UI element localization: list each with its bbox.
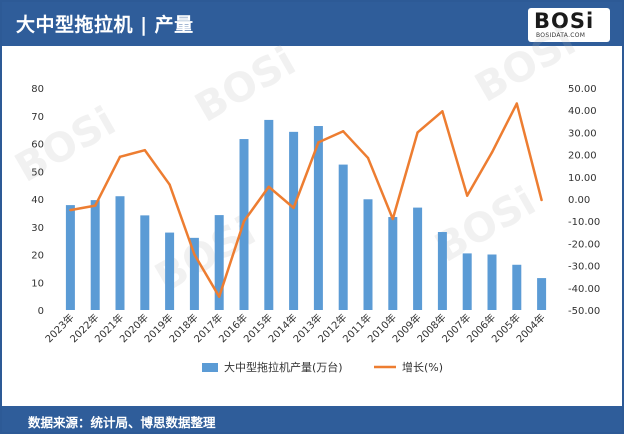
y-right-tick-label: -40.00 bbox=[568, 284, 600, 295]
bar bbox=[65, 205, 75, 310]
bar bbox=[512, 264, 522, 310]
growth-point bbox=[416, 131, 419, 134]
y-left-tick-label: 80 bbox=[31, 84, 44, 95]
page-title: 大中型拖拉机 | 产量 bbox=[16, 14, 194, 36]
y-right-tick-label: -30.00 bbox=[568, 262, 600, 273]
bar bbox=[437, 232, 447, 310]
y-right-tick-label: 30.00 bbox=[568, 128, 597, 139]
growth-point bbox=[193, 253, 196, 256]
legend-line-label: 增长(%) bbox=[402, 360, 443, 374]
growth-point bbox=[342, 130, 345, 133]
y-right-tick-label: 40.00 bbox=[568, 106, 597, 117]
bar bbox=[363, 199, 373, 310]
growth-point bbox=[94, 204, 97, 207]
growth-point bbox=[391, 217, 394, 221]
header-bar: 大中型拖拉机 | 产量 BOSi BOSIDATA.COM bbox=[2, 2, 622, 46]
growth-point bbox=[366, 156, 370, 160]
growth-point bbox=[466, 194, 469, 197]
legend-bar-swatch bbox=[202, 363, 218, 372]
y-right-tick-label: -10.00 bbox=[568, 217, 600, 228]
bar bbox=[289, 131, 299, 310]
y-right-tick-label: 0.00 bbox=[568, 195, 590, 206]
growth-line bbox=[70, 102, 543, 298]
legend-bar-label: 大中型拖拉机产量(万台) bbox=[224, 360, 343, 374]
growth-point bbox=[218, 295, 221, 298]
bar bbox=[140, 215, 150, 310]
growth-point bbox=[317, 141, 320, 144]
y-right-tick-label: -50.00 bbox=[568, 306, 600, 317]
data-source: 数据来源：统计局、博思数据整理 bbox=[28, 415, 216, 430]
growth-point bbox=[118, 155, 122, 159]
growth-point bbox=[168, 183, 171, 186]
y-left-tick-label: 40 bbox=[31, 195, 44, 206]
brand-logo: BOSi BOSIDATA.COM bbox=[528, 8, 610, 42]
bar bbox=[189, 237, 199, 310]
growth-point bbox=[490, 151, 494, 154]
bar bbox=[115, 196, 125, 310]
bar bbox=[413, 207, 423, 310]
y-left-tick-label: 30 bbox=[31, 223, 44, 234]
y-left-tick-label: 10 bbox=[31, 278, 44, 289]
growth-point bbox=[242, 220, 246, 223]
growth-point bbox=[441, 110, 444, 113]
logo-subtext: BOSIDATA.COM bbox=[536, 32, 586, 39]
bar bbox=[487, 254, 497, 310]
y-left-tick-label: 60 bbox=[31, 140, 44, 151]
bar bbox=[264, 119, 274, 310]
bar bbox=[388, 217, 398, 310]
y-right-tick-label: -20.00 bbox=[568, 239, 600, 250]
bar bbox=[338, 164, 348, 310]
growth-point bbox=[515, 102, 518, 105]
bar bbox=[165, 232, 175, 310]
growth-point bbox=[540, 198, 543, 202]
y-left-tick-label: 70 bbox=[31, 112, 44, 123]
y-left-tick-label: 0 bbox=[38, 306, 44, 317]
footer-bar: 数据来源：统计局、博思数据整理 bbox=[2, 406, 622, 432]
logo-wordmark: BOSi bbox=[534, 9, 595, 33]
bar bbox=[537, 278, 547, 310]
bar bbox=[214, 215, 224, 310]
growth-point bbox=[143, 148, 146, 152]
growth-point bbox=[267, 185, 270, 188]
y-left-tick-label: 50 bbox=[31, 167, 44, 178]
y-left-tick-label: 20 bbox=[31, 251, 44, 262]
y-right-tick-label: 20.00 bbox=[568, 151, 597, 162]
bar bbox=[313, 126, 323, 310]
chart-legend: 大中型拖拉机产量(万台) 增长(%) bbox=[202, 360, 443, 374]
growth-point bbox=[69, 208, 72, 212]
bar bbox=[462, 253, 472, 310]
bar bbox=[90, 200, 100, 310]
growth-point bbox=[292, 206, 295, 210]
chart-area: 0 10 20 30 40 50 60 70 80 -50.00 -40.00 -30.00 -20.… bbox=[31, 84, 600, 374]
y-right-tick-label: 50.00 bbox=[568, 84, 597, 95]
y-right-tick-label: 10.00 bbox=[568, 173, 597, 184]
